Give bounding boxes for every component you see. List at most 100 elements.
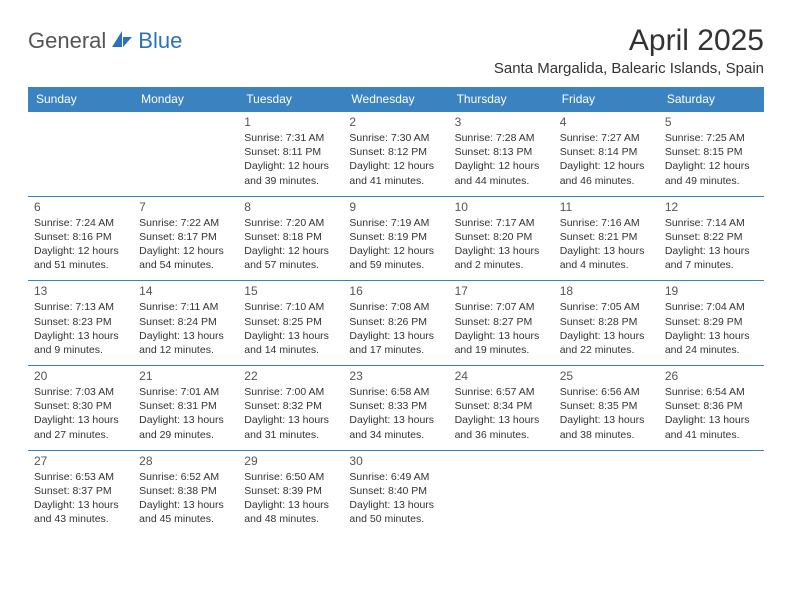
calendar-table: SundayMondayTuesdayWednesdayThursdayFrid…: [28, 87, 764, 534]
day-cell: 13Sunrise: 7:13 AMSunset: 8:23 PMDayligh…: [28, 281, 133, 366]
day-number: 15: [244, 284, 337, 298]
day-number: 25: [560, 369, 653, 383]
day-number: 11: [560, 200, 653, 214]
day-cell: 11Sunrise: 7:16 AMSunset: 8:21 PMDayligh…: [554, 196, 659, 281]
day-cell: 3 Sunrise: 7:28 AMSunset: 8:13 PMDaylight…: [449, 112, 554, 197]
day-info: Sunrise: 7:24 AMSunset: 8:16 PMDaylight:…: [34, 216, 127, 273]
week-row: 27 Sunrise: 6:53 AMSunset: 8:37 PMDayligh…: [28, 450, 764, 534]
day-cell: 27 Sunrise: 6:53 AMSunset: 8:37 PMDayligh…: [28, 450, 133, 534]
day-cell: 16 Sunrise: 7:08 AMSunset: 8:26 PMDayligh…: [343, 281, 448, 366]
day-info: Sunrise: 6:52 AMSunset: 8:38 PMDaylight:…: [139, 470, 232, 527]
day-number: 8: [244, 200, 337, 214]
day-number: 30: [349, 454, 442, 468]
day-info: Sunrise: 6:53 AMSunset: 8:37 PMDaylight:…: [34, 470, 127, 527]
day-cell: 15 Sunrise: 7:10 AMSunset: 8:25 PMDayligh…: [238, 281, 343, 366]
day-number: 4: [560, 115, 653, 129]
day-cell: 24 Sunrise: 6:57 AMSunset: 8:34 PMDayligh…: [449, 366, 554, 451]
day-cell-empty: [449, 450, 554, 534]
day-header-row: SundayMondayTuesdayWednesdayThursdayFrid…: [28, 87, 764, 112]
day-header: Sunday: [28, 87, 133, 112]
day-number: 18: [560, 284, 653, 298]
day-number: 26: [665, 369, 758, 383]
day-info: Sunrise: 6:57 AMSunset: 8:34 PMDaylight:…: [455, 385, 548, 442]
day-number: 20: [34, 369, 127, 383]
day-cell: 5 Sunrise: 7:25 AMSunset: 8:15 PMDaylight…: [659, 112, 764, 197]
day-info: Sunrise: 7:17 AMSunset: 8:20 PMDaylight:…: [455, 216, 548, 273]
day-number: 5: [665, 115, 758, 129]
day-cell-empty: [28, 112, 133, 197]
logo: General Blue: [28, 28, 182, 54]
day-cell: 23 Sunrise: 6:58 AMSunset: 8:33 PMDayligh…: [343, 366, 448, 451]
day-cell: 6 Sunrise: 7:24 AMSunset: 8:16 PMDaylight…: [28, 196, 133, 281]
day-number: 6: [34, 200, 127, 214]
logo-text-blue: Blue: [138, 28, 182, 54]
day-number: 23: [349, 369, 442, 383]
day-header: Wednesday: [343, 87, 448, 112]
day-header: Tuesday: [238, 87, 343, 112]
day-info: Sunrise: 7:03 AMSunset: 8:30 PMDaylight:…: [34, 385, 127, 442]
day-number: 27: [34, 454, 127, 468]
day-info: Sunrise: 7:08 AMSunset: 8:26 PMDaylight:…: [349, 300, 442, 357]
day-info: Sunrise: 7:31 AMSunset: 8:11 PMDaylight:…: [244, 131, 337, 188]
day-header: Monday: [133, 87, 238, 112]
day-cell: 26 Sunrise: 6:54 AMSunset: 8:36 PMDayligh…: [659, 366, 764, 451]
day-cell-empty: [133, 112, 238, 197]
day-number: 17: [455, 284, 548, 298]
day-info: Sunrise: 6:49 AMSunset: 8:40 PMDaylight:…: [349, 470, 442, 527]
day-number: 22: [244, 369, 337, 383]
header: General Blue April 2025 Santa Margalida,…: [28, 24, 764, 77]
day-cell: 30 Sunrise: 6:49 AMSunset: 8:40 PMDayligh…: [343, 450, 448, 534]
day-header: Thursday: [449, 87, 554, 112]
day-cell: 20 Sunrise: 7:03 AMSunset: 8:30 PMDayligh…: [28, 366, 133, 451]
day-number: 9: [349, 200, 442, 214]
day-info: Sunrise: 6:58 AMSunset: 8:33 PMDaylight:…: [349, 385, 442, 442]
day-info: Sunrise: 7:10 AMSunset: 8:25 PMDaylight:…: [244, 300, 337, 357]
day-info: Sunrise: 6:54 AMSunset: 8:36 PMDaylight:…: [665, 385, 758, 442]
day-info: Sunrise: 7:28 AMSunset: 8:13 PMDaylight:…: [455, 131, 548, 188]
day-number: 10: [455, 200, 548, 214]
day-info: Sunrise: 6:56 AMSunset: 8:35 PMDaylight:…: [560, 385, 653, 442]
week-row: 1Sunrise: 7:31 AMSunset: 8:11 PMDaylight…: [28, 112, 764, 197]
day-cell: 14 Sunrise: 7:11 AMSunset: 8:24 PMDayligh…: [133, 281, 238, 366]
day-info: Sunrise: 7:22 AMSunset: 8:17 PMDaylight:…: [139, 216, 232, 273]
sail-icon: [110, 29, 134, 54]
day-cell: 18Sunrise: 7:05 AMSunset: 8:28 PMDayligh…: [554, 281, 659, 366]
day-info: Sunrise: 7:25 AMSunset: 8:15 PMDaylight:…: [665, 131, 758, 188]
day-info: Sunrise: 7:20 AMSunset: 8:18 PMDaylight:…: [244, 216, 337, 273]
day-cell-empty: [554, 450, 659, 534]
day-cell: 4 Sunrise: 7:27 AMSunset: 8:14 PMDaylight…: [554, 112, 659, 197]
day-number: 3: [455, 115, 548, 129]
day-info: Sunrise: 7:14 AMSunset: 8:22 PMDaylight:…: [665, 216, 758, 273]
day-cell: 10 Sunrise: 7:17 AMSunset: 8:20 PMDayligh…: [449, 196, 554, 281]
day-cell: 28Sunrise: 6:52 AMSunset: 8:38 PMDayligh…: [133, 450, 238, 534]
day-info: Sunrise: 7:11 AMSunset: 8:24 PMDaylight:…: [139, 300, 232, 357]
day-header: Friday: [554, 87, 659, 112]
day-cell: 9Sunrise: 7:19 AMSunset: 8:19 PMDaylight…: [343, 196, 448, 281]
day-number: 16: [349, 284, 442, 298]
day-cell: 21 Sunrise: 7:01 AMSunset: 8:31 PMDayligh…: [133, 366, 238, 451]
week-row: 20 Sunrise: 7:03 AMSunset: 8:30 PMDayligh…: [28, 366, 764, 451]
day-number: 19: [665, 284, 758, 298]
calendar-page: General Blue April 2025 Santa Margalida,…: [0, 0, 792, 554]
week-row: 13Sunrise: 7:13 AMSunset: 8:23 PMDayligh…: [28, 281, 764, 366]
day-number: 21: [139, 369, 232, 383]
week-row: 6 Sunrise: 7:24 AMSunset: 8:16 PMDaylight…: [28, 196, 764, 281]
day-number: 2: [349, 115, 442, 129]
day-number: 7: [139, 200, 232, 214]
title-block: April 2025 Santa Margalida, Balearic Isl…: [494, 24, 764, 77]
day-info: Sunrise: 7:04 AMSunset: 8:29 PMDaylight:…: [665, 300, 758, 357]
day-number: 14: [139, 284, 232, 298]
day-cell: 8 Sunrise: 7:20 AMSunset: 8:18 PMDaylight…: [238, 196, 343, 281]
day-number: 13: [34, 284, 127, 298]
day-info: Sunrise: 7:00 AMSunset: 8:32 PMDaylight:…: [244, 385, 337, 442]
month-title: April 2025: [494, 24, 764, 58]
day-cell: 1Sunrise: 7:31 AMSunset: 8:11 PMDaylight…: [238, 112, 343, 197]
day-info: Sunrise: 7:27 AMSunset: 8:14 PMDaylight:…: [560, 131, 653, 188]
day-cell: 29Sunrise: 6:50 AMSunset: 8:39 PMDayligh…: [238, 450, 343, 534]
day-cell: 25 Sunrise: 6:56 AMSunset: 8:35 PMDayligh…: [554, 366, 659, 451]
day-number: 29: [244, 454, 337, 468]
day-cell: 7 Sunrise: 7:22 AMSunset: 8:17 PMDaylight…: [133, 196, 238, 281]
day-info: Sunrise: 7:01 AMSunset: 8:31 PMDaylight:…: [139, 385, 232, 442]
day-cell: 12Sunrise: 7:14 AMSunset: 8:22 PMDayligh…: [659, 196, 764, 281]
day-number: 24: [455, 369, 548, 383]
